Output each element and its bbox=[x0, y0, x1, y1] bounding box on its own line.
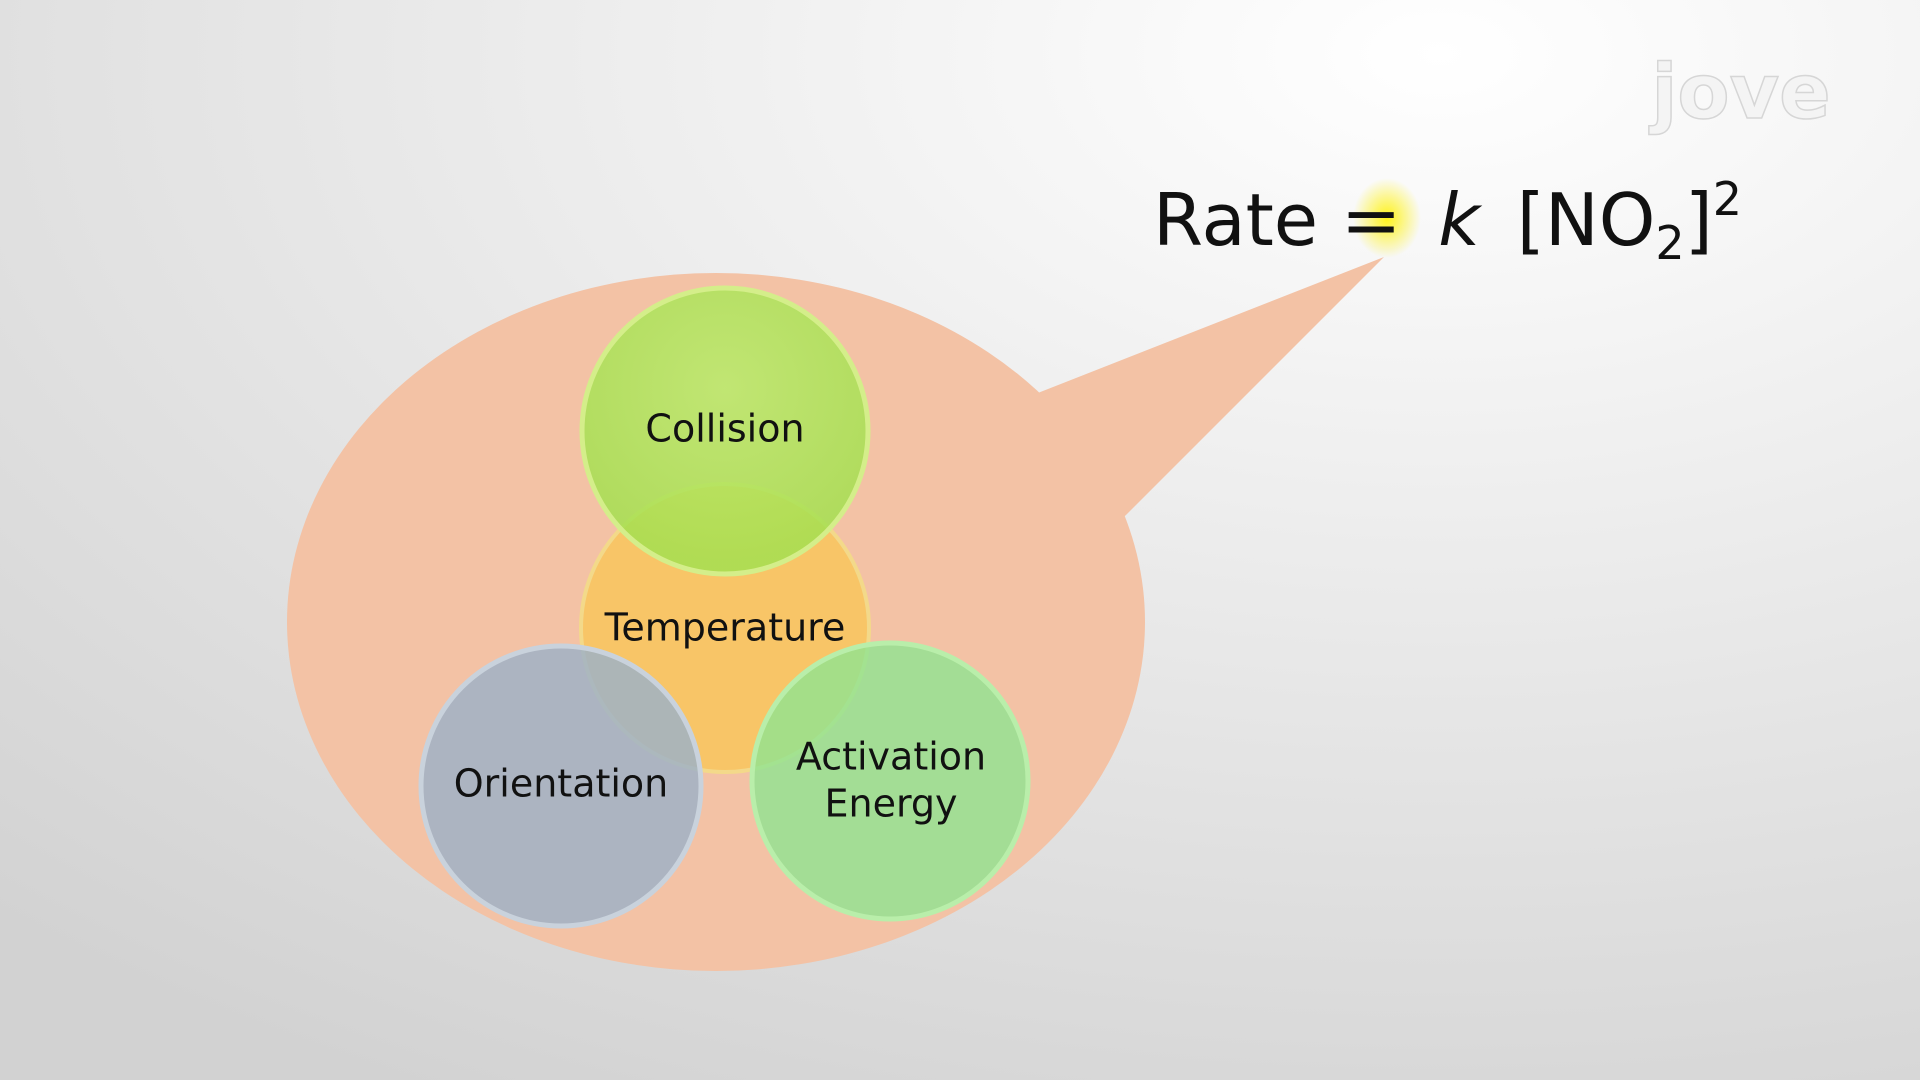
exponent: 2 bbox=[1713, 172, 1742, 226]
highlight bbox=[1353, 178, 1421, 258]
equation-lhs: Rate = bbox=[1153, 178, 1401, 262]
node-label: Activation bbox=[796, 735, 986, 779]
subscript: 2 bbox=[1655, 216, 1684, 270]
collision-circle bbox=[579, 285, 871, 577]
equation: Rate = k [NO2]2 bbox=[1153, 172, 1742, 270]
activation-circle bbox=[749, 640, 1031, 922]
node-label: Collision bbox=[645, 407, 804, 451]
node-label: Temperature bbox=[604, 606, 846, 650]
orientation-circle bbox=[418, 643, 704, 929]
bracket: ] bbox=[1685, 178, 1713, 262]
logo: jove bbox=[1648, 47, 1830, 136]
node-label: Energy bbox=[824, 782, 957, 826]
node-label: Orientation bbox=[454, 762, 669, 806]
concentration: [NO bbox=[1517, 178, 1656, 262]
rate-constant: k bbox=[1438, 178, 1483, 262]
